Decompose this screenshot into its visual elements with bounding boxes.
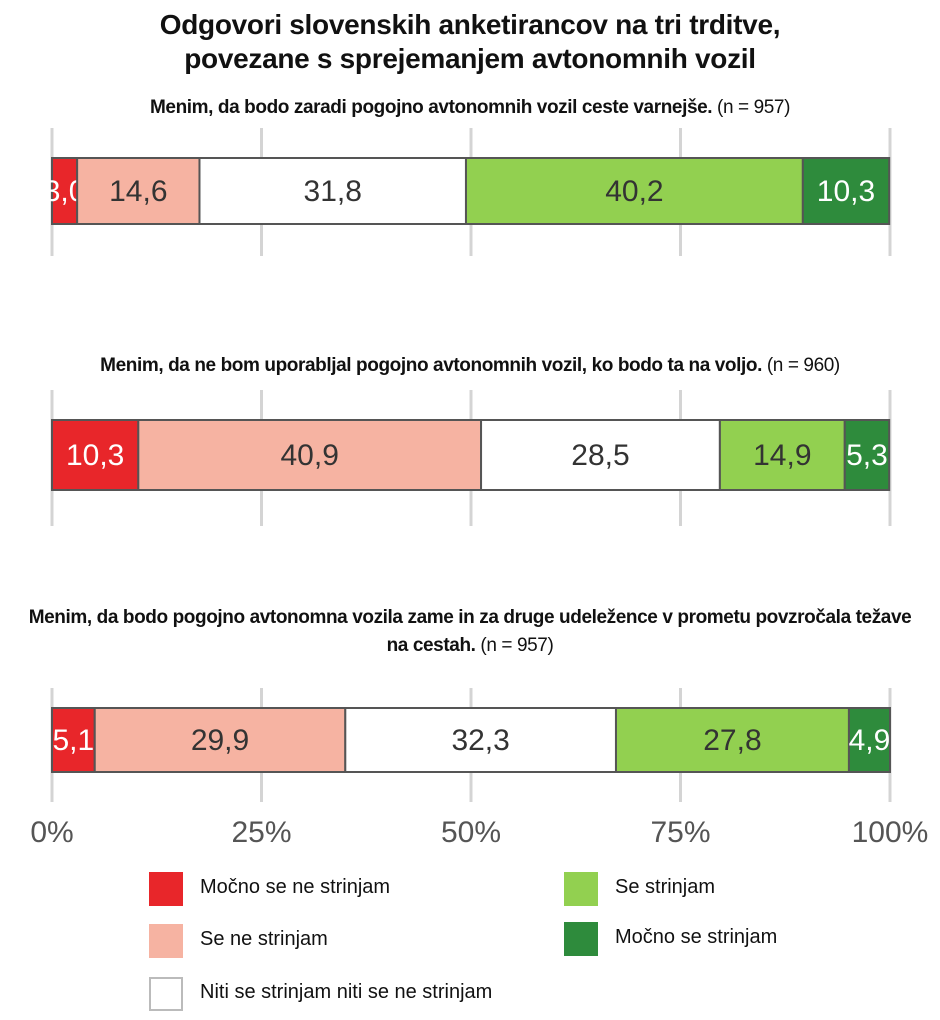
sample-size: (n = 960) [766,355,840,376]
bar-segment [51,157,79,225]
bar-segment [801,157,891,225]
x-tick-label: 50% [440,816,502,849]
bar-segment [847,707,891,773]
value-label: 10,3 [817,175,875,208]
panel-title: Menim, da bodo zaradi pogojno avtonomnih… [20,94,920,122]
value-label: 4,9 [849,724,891,757]
legend-swatch [149,924,183,958]
value-label: 10,3 [66,439,124,472]
panel-title: Menim, da ne bom uporabljal pogojno avto… [20,352,920,380]
bar-segment [93,707,347,773]
statement: Menim, da bodo pogojno avtonomna vozila … [28,607,912,656]
bar-segment [464,157,804,225]
value-label: 5,1 [53,724,95,757]
x-tick-label: 100% [851,816,929,849]
bar-segment [843,419,891,491]
x-tick-label: 25% [231,816,292,849]
legend-label: Se ne strinjam [200,928,328,950]
value-label: 32,3 [451,724,509,757]
legend-label: Se strinjam [615,876,716,898]
value-label: 14,9 [753,439,811,472]
value-label: 28,5 [571,439,629,472]
bar-segment [76,157,201,225]
sample-size: (n = 957) [717,97,791,118]
value-label: 31,8 [304,175,362,208]
bar-segment [614,707,850,773]
bar-segment [51,419,140,491]
value-label: 40,2 [605,175,663,208]
value-label: 40,9 [280,439,338,472]
bar-segment [344,707,617,773]
legend-swatch [564,872,598,906]
x-tick-label: 75% [650,816,711,849]
statement: Menim, da bodo zaradi pogojno avtonomnih… [149,97,713,118]
legend-label: Močno se strinjam [615,926,778,948]
value-label: 27,8 [703,724,761,757]
value-label: 5,3 [846,439,888,472]
panel-title: Menim, da bodo pogojno avtonomna vozila … [20,604,920,660]
legend-label: Niti se strinjam niti se ne strinjam [200,981,493,1003]
bar-segment [480,419,721,491]
x-tick-label: 0% [30,816,74,849]
statement: Menim, da ne bom uporabljal pogojno avto… [100,355,762,376]
sample-size: (n = 957) [480,635,554,656]
legend-swatch [149,977,183,1011]
value-label: 14,6 [109,175,167,208]
chart-title: Odgovori slovenskih anketirancov na tri … [159,9,781,74]
value-label: 29,9 [191,724,249,757]
legend-label: Močno se ne strinjam [200,876,391,898]
legend-swatch [149,872,183,906]
legend-swatch [564,922,598,956]
